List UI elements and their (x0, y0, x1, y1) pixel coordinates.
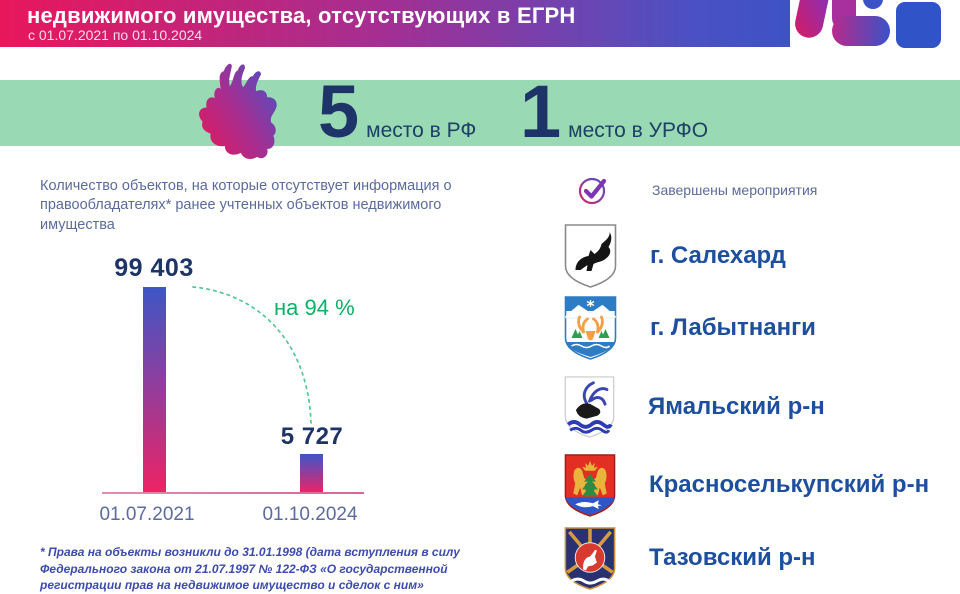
rank-rf-value: 5 (318, 70, 360, 153)
list-item-salekhard: г. Салехард (562, 224, 954, 288)
tazovsky-coat-of-arms-icon (564, 526, 616, 590)
municipality-name: Ямальский р-н (648, 393, 825, 420)
bar-2021 (143, 287, 166, 493)
completed-header: Завершены мероприятия (576, 172, 936, 208)
labytnangi-coat-of-arms-icon (564, 296, 617, 360)
list-item-labytnangi: г. Лабытнанги (562, 296, 954, 360)
reduction-percent-label: на 94 % (274, 295, 355, 320)
yanao-region-map-icon (186, 61, 306, 165)
logo-panel (790, 0, 960, 75)
chart-baseline (102, 492, 364, 494)
x-tick-2021: 01.07.2021 (99, 504, 195, 525)
rank-rf-label: место в РФ (366, 119, 477, 142)
salekhard-coat-of-arms-icon (564, 224, 617, 288)
x-tick-2024: 01.10.2024 (262, 504, 358, 525)
rank-rf: 5 место в РФ (318, 70, 477, 153)
municipality-name: Тазовский р-н (649, 544, 816, 571)
rank-urfo: 1 место в УРФО (520, 70, 709, 153)
list-item-yamalsky: Ямальский р-н (562, 375, 954, 439)
header-banner: недвижимого имущества, отсутствующих в Е… (0, 0, 806, 47)
page-title: недвижимого имущества, отсутствующих в Е… (27, 3, 576, 28)
municipality-name: Красноселькупский р-н (649, 471, 930, 498)
yamalsky-coat-of-arms-icon (564, 376, 615, 438)
completed-title: Завершены мероприятия (652, 182, 818, 198)
ranking-band (0, 80, 960, 146)
rank-urfo-value: 1 (520, 70, 562, 153)
rank-urfo-label: место в УРФО (568, 119, 709, 142)
list-item-krasnoselkupsky: Красноселькупский р-н (562, 453, 954, 517)
check-circle-icon (578, 177, 607, 205)
footnote: * Права на объекты возникли до 31.01.199… (40, 545, 460, 592)
decline-arc-icon (188, 281, 320, 429)
municipality-name: г. Лабытнанги (650, 314, 816, 341)
page-subtitle: с 01.07.2021 по 01.10.2024 (28, 27, 203, 43)
municipality-name: г. Салехард (650, 242, 786, 269)
nspd-logo-icon (795, 0, 941, 48)
bar-value-2024: 5 727 (280, 423, 344, 450)
bar-2024 (300, 454, 323, 493)
krasnoselkupsky-coat-of-arms-icon (564, 453, 616, 517)
list-item-tazovsky: Тазовский р-н (562, 526, 954, 590)
chart-title: Количество объектов, на которые отсутств… (40, 178, 452, 233)
bar-value-2021: 99 403 (114, 254, 194, 282)
